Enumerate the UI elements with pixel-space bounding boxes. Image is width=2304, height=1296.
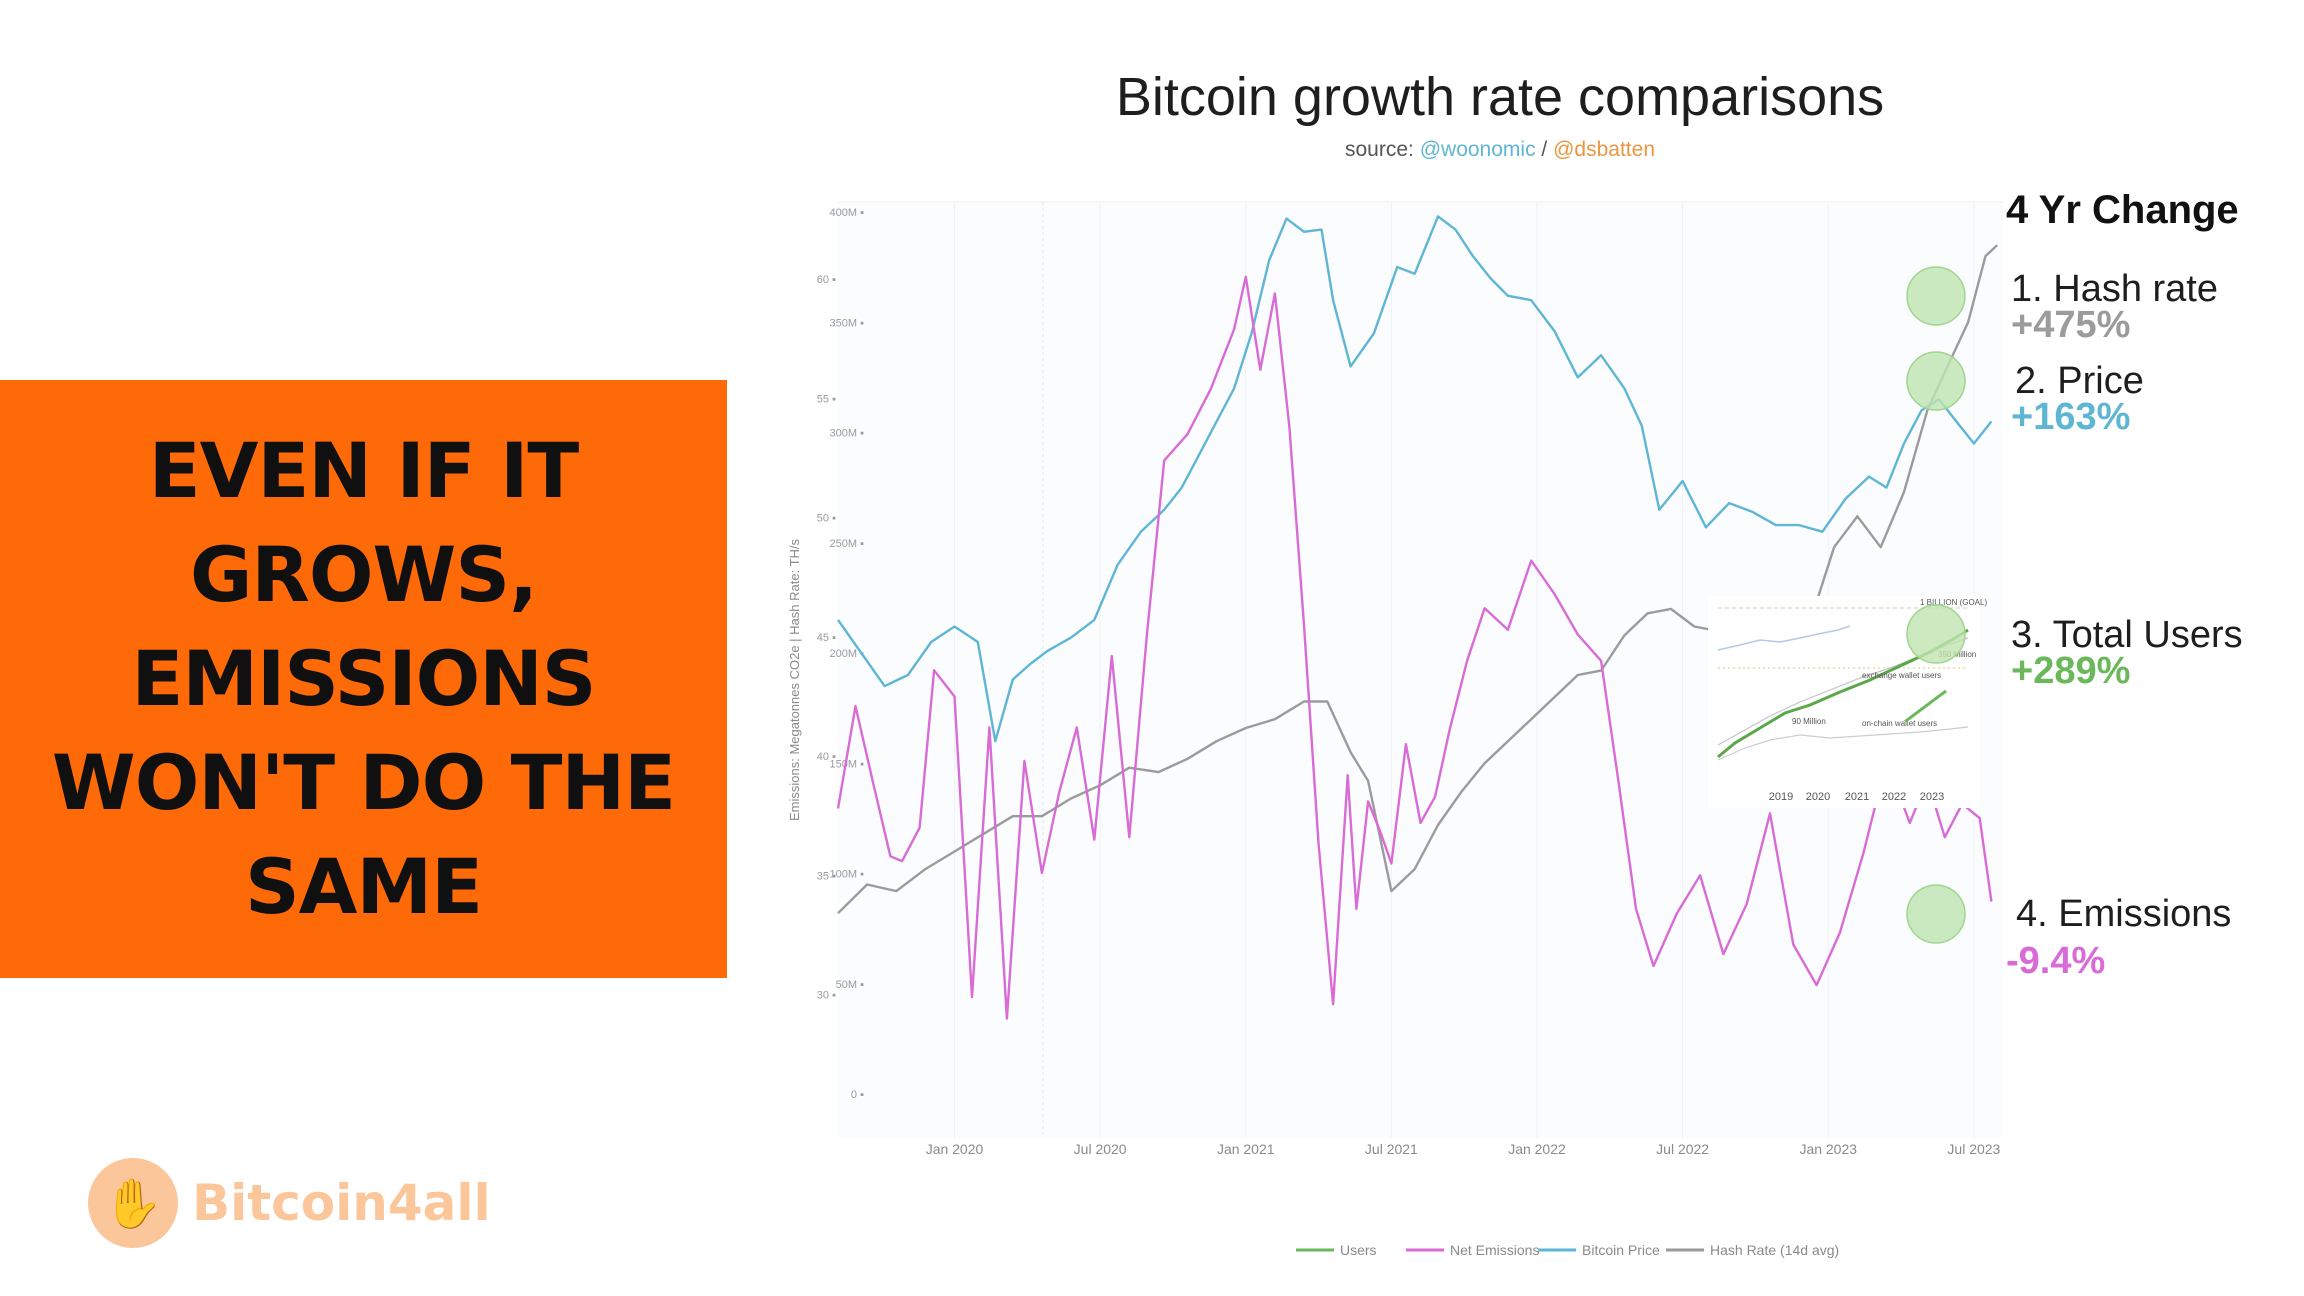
inset-x-tick-label: 2023 — [1920, 791, 1944, 803]
emissions-tick-label: 60 ▪ — [817, 274, 836, 286]
axis-tick-labels: Jan 2020 Jul 2020 Jan 2021 Jul 2021 Jan 2022… — [817, 207, 2001, 1157]
brand-logo-text: Bitcoin4all — [192, 1174, 491, 1232]
inset-annotation: on-chain wallet users — [1862, 719, 1937, 728]
source-dsbatten-link[interactable]: @dsbatten — [1553, 138, 1655, 161]
net-emissions-line — [836, 275, 1993, 1020]
hash-rate-change-label: 1. Hash rate — [2011, 268, 2218, 310]
inset-early-line — [1717, 625, 1851, 651]
chart-source: source: @woonomic / @dsbatten — [900, 138, 2100, 162]
x-tick-label: Jul 2022 — [1656, 1141, 1709, 1157]
source-separator: / — [1541, 138, 1548, 161]
users-change-value: +289% — [2011, 650, 2131, 692]
emissions-tick-label: 45 ▪ — [817, 632, 836, 644]
raised-hand-icon: ✋ — [88, 1158, 178, 1248]
x-tick-label: Jan 2023 — [1799, 1141, 1857, 1157]
users-change-label: 3. Total Users — [2011, 614, 2243, 656]
bitcoin-price-line — [837, 215, 1993, 743]
inset-onchain-users-line — [1717, 726, 1969, 761]
x-tick-label: Jan 2020 — [926, 1141, 984, 1157]
hashrate-tick-label: 0 ▪ — [851, 1089, 864, 1101]
inset-annotation: 90 Million — [1792, 717, 1826, 726]
inset-x-tick-label: 2022 — [1882, 791, 1906, 803]
hashrate-tick-label: 200M ▪ — [830, 648, 865, 660]
emissions-tick-label: 55 ▪ — [817, 393, 836, 405]
y-axis-label: Emissions: Megatonnes CO2e | Hash Rate: … — [787, 538, 802, 821]
hashrate-tick-label: 50M ▪ — [836, 979, 864, 991]
legend-label: Hash Rate (14d avg) — [1710, 1242, 1839, 1258]
source-woonomic-link[interactable]: @woonomic — [1419, 138, 1536, 161]
hashrate-tick-label: 300M ▪ — [830, 428, 865, 440]
emissions-change-label: 4. Emissions — [2016, 893, 2232, 935]
headline-banner: EVEN IF IT GROWS, EMISSIONS WON'T DO THE… — [0, 380, 727, 978]
hashrate-tick-label: 350M ▪ — [830, 317, 865, 329]
series-lines — [836, 215, 1999, 1020]
x-tick-label: Jan 2021 — [1217, 1141, 1275, 1157]
inset-annotation: 1 BILLION (GOAL) — [1920, 598, 1987, 607]
emissions-change-value: -9.4% — [2006, 940, 2106, 982]
inset-x-tick-label: 2020 — [1806, 791, 1830, 803]
source-label: source: — [1345, 138, 1414, 161]
headline-text: EVEN IF IT GROWS, EMISSIONS WON'T DO THE… — [51, 426, 676, 931]
change-markers — [1906, 266, 1966, 944]
inset-x-tick-label: 2019 — [1769, 791, 1793, 803]
chart-legend: Users Net Emissions Bitcoin Price Hash Rate… — [1296, 1242, 1839, 1258]
change-marker — [1906, 604, 1966, 664]
x-tick-label: Jul 2020 — [1074, 1141, 1127, 1157]
emissions-tick-label: 30 ▪ — [817, 990, 836, 1002]
hashrate-tick-label: 400M ▪ — [830, 207, 865, 219]
hash-rate-14d-avg-line — [837, 244, 1999, 915]
hash-rate-change-value: +475% — [2011, 304, 2131, 346]
four-year-change-heading: 4 Yr Change — [2006, 188, 2239, 232]
emissions-tick-label: 40 ▪ — [817, 751, 836, 763]
chart-title: Bitcoin growth rate comparisons — [1115, 67, 1885, 127]
change-marker — [1906, 351, 1966, 411]
emissions-tick-label: 35 ▪ — [817, 870, 836, 882]
brand-logo: ✋ Bitcoin4all — [88, 1158, 491, 1248]
change-marker — [1906, 266, 1966, 326]
hashrate-tick-label: 150M ▪ — [830, 758, 865, 770]
emissions-tick-label: 50 ▪ — [817, 513, 836, 525]
x-tick-label: Jan 2022 — [1508, 1141, 1566, 1157]
change-marker — [1906, 884, 1966, 944]
x-tick-label: Jul 2023 — [1947, 1141, 2000, 1157]
price-change-label: 2. Price — [2015, 360, 2144, 402]
x-tick-label: Jul 2021 — [1365, 1141, 1418, 1157]
legend-label: Net Emissions — [1450, 1242, 1539, 1258]
inset-x-tick-label: 2021 — [1845, 791, 1869, 803]
users-line — [1904, 689, 1947, 723]
legend-label: Users — [1340, 1242, 1377, 1258]
hashrate-tick-label: 250M ▪ — [830, 538, 865, 550]
price-change-value: +163% — [2011, 396, 2131, 438]
hashrate-tick-label: 100M ▪ — [830, 869, 865, 881]
inset-annotation: exchange wallet users — [1862, 671, 1941, 680]
legend-label: Bitcoin Price — [1582, 1242, 1660, 1258]
